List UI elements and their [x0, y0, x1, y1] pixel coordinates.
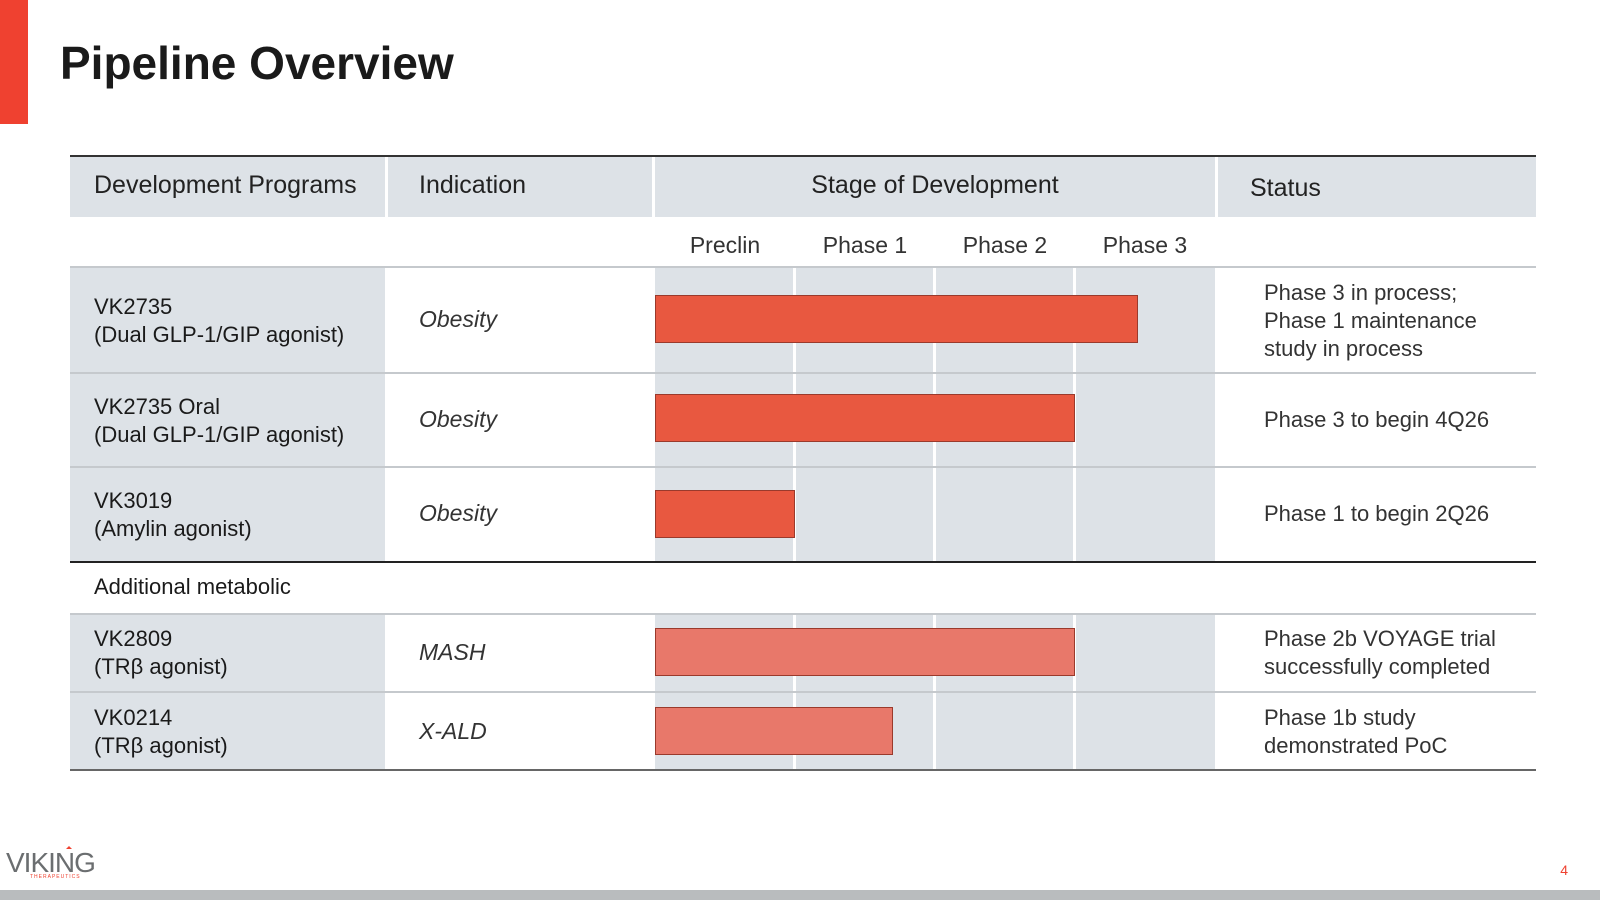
indication-cell: X-ALD: [419, 718, 487, 745]
progress-bar: [655, 394, 1075, 442]
row-rule: [70, 466, 1536, 468]
phase-label-phase3: Phase 3: [1075, 232, 1215, 259]
status-cell: Phase 3 in process; Phase 1 maintenance …: [1264, 279, 1524, 363]
section-rule: [70, 561, 1536, 563]
page-title: Pipeline Overview: [60, 36, 454, 90]
table-bottom-rule: [70, 769, 1536, 771]
program-desc: (TRβ agonist): [94, 653, 228, 681]
progress-bar: [655, 295, 1138, 343]
status-cell: Phase 1b study demonstrated PoC: [1264, 704, 1524, 760]
row-rule: [70, 372, 1536, 374]
indication-cell: Obesity: [419, 406, 497, 433]
phase-label-preclin: Preclin: [655, 232, 795, 259]
status-cell: Phase 1 to begin 2Q26: [1264, 500, 1524, 528]
progress-bar: [655, 490, 795, 538]
header-programs: Development Programs: [94, 171, 357, 200]
header-indication: Indication: [419, 171, 526, 200]
row-rule: [70, 691, 1536, 693]
header-status: Status: [1250, 174, 1321, 203]
indication-cell: MASH: [419, 639, 485, 666]
indication-cell: Obesity: [419, 500, 497, 527]
program-cell: VK2809 (TRβ agonist): [94, 625, 228, 681]
row-rule: [70, 613, 1536, 615]
program-desc: (Dual GLP-1/GIP agonist): [94, 421, 344, 449]
row-rule: [70, 266, 1536, 268]
program-desc: (Dual GLP-1/GIP agonist): [94, 321, 344, 349]
header-stage: Stage of Development: [655, 171, 1215, 200]
page-number: 4: [1560, 862, 1568, 878]
footer-strip: [0, 890, 1600, 900]
phase-label-phase2: Phase 2: [935, 232, 1075, 259]
program-name: VK2735 Oral: [94, 393, 344, 421]
logo-subtext: THERAPEUTICS: [30, 874, 81, 880]
accent-bar: [0, 0, 28, 124]
program-name: VK3019: [94, 487, 252, 515]
viking-logo: VIKING THERAPEUTICS: [6, 846, 118, 885]
logo-mark: VIKING THERAPEUTICS: [6, 846, 118, 880]
program-name: VK2735: [94, 293, 344, 321]
program-cell: VK2735 (Dual GLP-1/GIP agonist): [94, 293, 344, 349]
program-cell: VK2735 Oral (Dual GLP-1/GIP agonist): [94, 393, 344, 449]
status-cell: Phase 3 to begin 4Q26: [1264, 406, 1524, 434]
program-desc: (TRβ agonist): [94, 732, 228, 760]
indication-cell: Obesity: [419, 306, 497, 333]
progress-bar: [655, 707, 893, 755]
progress-bar: [655, 628, 1075, 676]
section-label: Additional metabolic: [94, 574, 291, 600]
status-cell: Phase 2b VOYAGE trial successfully compl…: [1264, 625, 1524, 681]
program-cell: VK3019 (Amylin agonist): [94, 487, 252, 543]
program-cell: VK0214 (TRβ agonist): [94, 704, 228, 760]
program-name: VK0214: [94, 704, 228, 732]
program-name: VK2809: [94, 625, 228, 653]
phase-label-phase1: Phase 1: [795, 232, 935, 259]
program-desc: (Amylin agonist): [94, 515, 252, 543]
pipeline-table: Development Programs Indication Stage of…: [70, 155, 1536, 787]
